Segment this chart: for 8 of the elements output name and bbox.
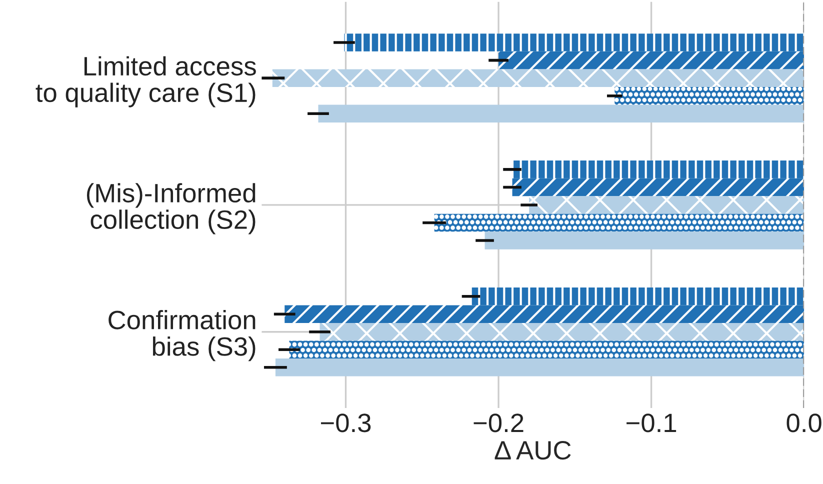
x-axis-title: Δ AUC (494, 440, 571, 460)
x-tick-label: −0.1 (626, 414, 676, 432)
x-tick-label: −0.3 (320, 414, 371, 432)
y-tick-label: Confirmation bias (S3) (108, 310, 256, 362)
y-tick-label: (Mis)-Informed collection (S2) (86, 183, 256, 234)
x-tick-label: −0.2 (474, 414, 524, 432)
x-tick-label: 0.0 (786, 414, 822, 432)
y-tick-label: Limited access to quality care (S1) (36, 56, 256, 108)
